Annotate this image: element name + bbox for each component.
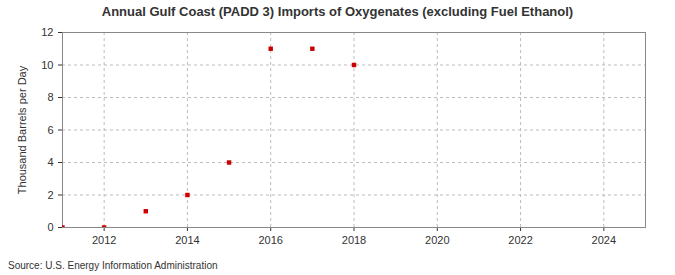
svg-text:2012: 2012 (92, 234, 116, 246)
svg-text:0: 0 (47, 221, 53, 233)
svg-text:2020: 2020 (425, 234, 449, 246)
svg-text:2022: 2022 (508, 234, 532, 246)
svg-text:4: 4 (47, 156, 53, 168)
html-text:Source: U.S. Energy Informatio: Source: U.S. Energy Information Administ… (8, 260, 218, 271)
svg-text:12: 12 (41, 26, 53, 38)
svg-text:2024: 2024 (592, 234, 616, 246)
svg-text:2018: 2018 (342, 234, 366, 246)
svg-text:10: 10 (41, 59, 53, 71)
svg-text:Thousand Barrels per Day: Thousand Barrels per Day (16, 65, 28, 194)
svg-text:2016: 2016 (258, 234, 282, 246)
svg-text:8: 8 (47, 91, 53, 103)
svg-text:2: 2 (47, 189, 53, 201)
svg-text:2014: 2014 (175, 234, 199, 246)
svg-text:6: 6 (47, 124, 53, 136)
html-text:Annual Gulf Coast (PADD 3) Imp: Annual Gulf Coast (PADD 3) Imports of Ox… (101, 4, 574, 19)
